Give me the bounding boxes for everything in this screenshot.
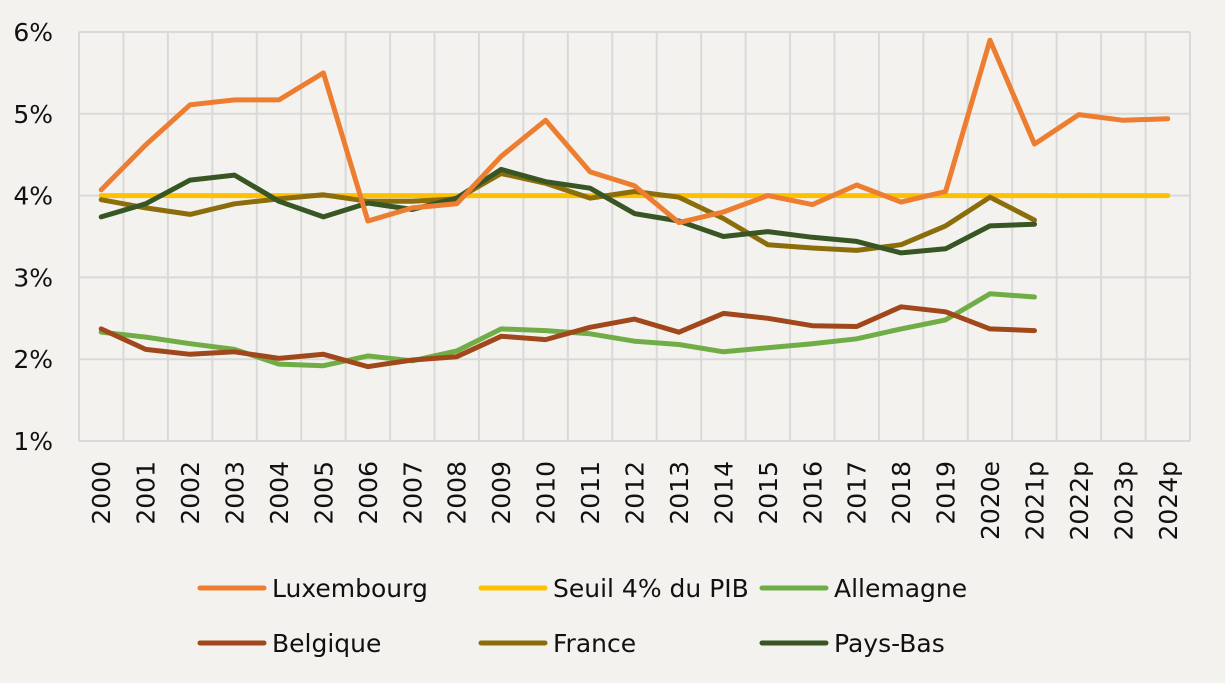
x-tick-label: 2006 <box>354 461 383 525</box>
x-tick-label: 2005 <box>309 461 338 525</box>
x-tick-label: 2011 <box>576 461 605 525</box>
series-line-belgique <box>98 304 1037 370</box>
x-tick-label: 2022p <box>1065 461 1094 541</box>
x-tick-label: 2018 <box>887 461 916 525</box>
x-tick-label: 2012 <box>621 461 650 525</box>
x-tick-label: 2001 <box>132 461 161 525</box>
grid <box>78 31 1191 442</box>
x-tick-label: 2000 <box>87 461 116 525</box>
x-tick-label: 2004 <box>265 461 294 525</box>
y-tick-label: 3% <box>13 263 53 292</box>
legend-label: Allemagne <box>834 574 967 603</box>
legend-label: Belgique <box>272 629 381 658</box>
x-tick-label: 2002 <box>176 461 205 525</box>
series-lines <box>98 37 1171 370</box>
x-tick-label: 2016 <box>798 461 827 525</box>
y-tick-label: 1% <box>13 427 53 456</box>
x-tick-label: 2020e <box>976 461 1005 540</box>
y-axis-ticks: 1% 2% 3% 4% 5% 6% <box>13 18 53 456</box>
legend: Luxembourg Seuil 4% du PIB Allemagne Belgiq… <box>197 574 967 658</box>
legend-label: Pays-Bas <box>834 629 945 658</box>
x-tick-label: 2024p <box>1154 461 1183 541</box>
x-tick-label: 2013 <box>665 461 694 525</box>
legend-label: Luxembourg <box>272 574 428 603</box>
x-tick-label: 2023p <box>1109 461 1138 541</box>
y-tick-label: 4% <box>13 182 53 211</box>
legend-label: France <box>553 629 636 658</box>
x-tick-label: 2019 <box>932 461 961 525</box>
x-tick-label: 2007 <box>398 461 427 525</box>
series-line-pays-bas <box>98 166 1037 256</box>
y-tick-label: 5% <box>13 100 53 129</box>
y-tick-label: 2% <box>13 345 53 374</box>
x-tick-label: 2003 <box>221 461 250 525</box>
x-tick-label: 2010 <box>532 461 561 525</box>
x-tick-label: 2009 <box>487 461 516 525</box>
x-tick-label: 2017 <box>843 461 872 525</box>
x-axis-ticks: 2000 2001 2002 2003 2004 2005 2006 2007 2008 2009… <box>87 461 1183 541</box>
y-tick-label: 6% <box>13 18 53 47</box>
series-line-luxembourg <box>98 37 1171 226</box>
x-tick-label: 2014 <box>709 461 738 525</box>
x-tick-label: 2021p <box>1020 461 1049 541</box>
legend-label: Seuil 4% du PIB <box>553 574 749 603</box>
x-tick-label: 2015 <box>754 461 783 525</box>
x-tick-label: 2008 <box>443 461 472 525</box>
